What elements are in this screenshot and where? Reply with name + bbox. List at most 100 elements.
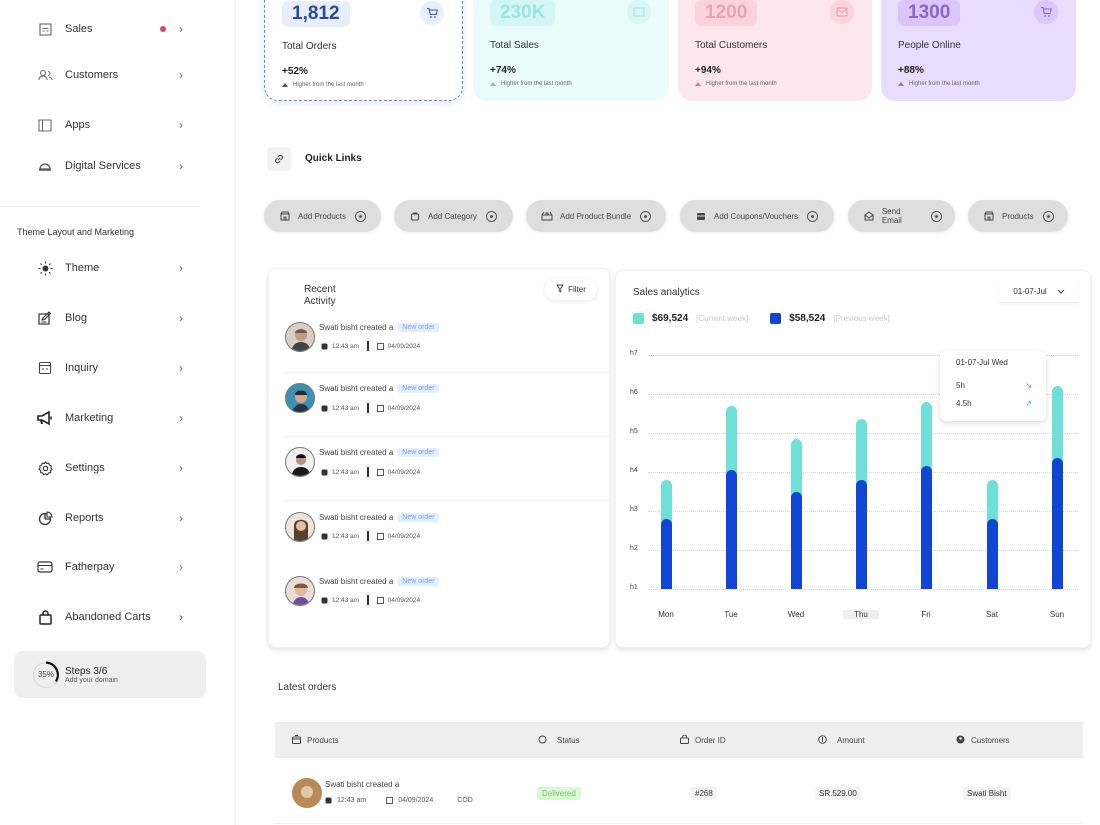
new-order-badge[interactable]: New order <box>398 448 439 457</box>
new-order-badge[interactable]: New order <box>398 323 439 332</box>
x-axis-label: Wed <box>787 610 805 619</box>
clock-icon <box>325 797 332 804</box>
latest-orders-title: Latest orders <box>278 682 337 693</box>
add-circle-icon <box>640 210 652 222</box>
order-id[interactable]: #268 <box>691 787 717 800</box>
sidebar-item-inquiry[interactable]: Inquiry › <box>36 356 186 380</box>
column-customers[interactable]: Customers <box>956 735 1010 746</box>
sidebar-item-reports[interactable]: Reports › <box>36 506 186 530</box>
sidebar-item-settings[interactable]: Settings › <box>36 456 186 480</box>
column-products[interactable]: Products <box>292 734 339 746</box>
sidebar-item-abandoned-carts[interactable]: Abandoned Carts › <box>36 605 186 629</box>
stat-change: +74% <box>490 65 516 76</box>
new-order-badge[interactable]: New order <box>398 384 439 393</box>
progress-ring: 35% <box>32 660 60 689</box>
send-email-button[interactable]: Send Email <box>848 200 955 232</box>
clock-icon <box>321 405 328 412</box>
avatar <box>285 447 315 477</box>
column-amount[interactable]: Amount <box>818 734 865 746</box>
activity-item[interactable]: Swati bisht created a New order 12:43 am 0… <box>269 565 611 629</box>
chevron-right-icon: › <box>179 68 183 82</box>
blog-edit-icon <box>36 309 54 327</box>
bar-chart: h1 h2 h3 h4 h5 h6 h7 Mon Tue Wed Thu Fri Sat Sun <box>616 271 1092 649</box>
avatar <box>292 778 322 808</box>
activity-item[interactable]: Swati bisht created a New order 12:43 am 0… <box>269 501 611 565</box>
calendar-icon <box>376 468 384 476</box>
activity-item[interactable]: Swati bisht created a New order 12:43 am 0… <box>269 437 611 501</box>
sidebar-item-customers[interactable]: Customers › <box>36 63 186 87</box>
chevron-right-icon: › <box>179 261 183 275</box>
bar-previous-week[interactable] <box>661 518 672 589</box>
chevron-right-icon: › <box>179 159 183 173</box>
chevron-right-icon: › <box>179 22 183 36</box>
stat-note: Higher from the last month <box>282 82 364 88</box>
order-product-text: Swati bisht created a <box>325 780 400 789</box>
bar-previous-week[interactable] <box>921 466 932 589</box>
chevron-down-icon <box>1057 287 1065 296</box>
bar-previous-week[interactable] <box>726 470 737 589</box>
bundle-icon <box>541 210 553 222</box>
setup-steps-card[interactable]: 35% Steps 3/6 Add your domain <box>14 651 206 698</box>
add-circle-icon <box>355 210 367 222</box>
store-icon <box>279 210 291 222</box>
chart-legend: $69,524 [Current week] $58,524 [Previous… <box>633 313 912 324</box>
calendar-icon <box>376 532 384 540</box>
card-icon <box>36 558 54 576</box>
stat-card-total-sales[interactable]: 230K Total Sales +74% Higher from the la… <box>473 0 669 101</box>
bar-previous-week[interactable] <box>987 518 998 589</box>
filter-icon <box>556 284 564 295</box>
add-products-button[interactable]: Add Products <box>264 200 381 232</box>
sidebar-item-sales[interactable]: Sales › <box>36 17 186 41</box>
bag-icon <box>680 734 689 746</box>
bar-previous-week[interactable] <box>856 479 867 589</box>
bar-previous-week[interactable] <box>791 491 802 589</box>
cart-icon <box>1034 0 1058 24</box>
stat-card-total-customers[interactable]: 1200 Total Customers +94% Higher from th… <box>678 0 872 101</box>
y-axis-label: h7 <box>630 350 638 357</box>
column-order-id[interactable]: Order ID <box>680 734 726 746</box>
stat-card-total-orders[interactable]: 1,812 Total Orders +52% Higher from the … <box>264 0 463 101</box>
date-range-select[interactable]: 01-07-Jul <box>999 281 1079 303</box>
sidebar-item-apps[interactable]: Apps › <box>36 113 186 137</box>
order-row[interactable]: Swati bisht created a 12:43 am 04/09/202… <box>275 762 1083 824</box>
column-status[interactable]: Status <box>538 735 580 746</box>
activity-item[interactable]: Swati bisht created a New order 12:43 am 0… <box>269 309 611 373</box>
chevron-right-icon: › <box>179 411 183 425</box>
activity-item[interactable]: Swati bisht created a New order 12:43 am 0… <box>269 373 611 437</box>
stat-value: 1200 <box>695 0 758 26</box>
sun-icon <box>36 259 54 277</box>
add-product-bundle-button[interactable]: Add Product Bundle <box>526 200 666 232</box>
filter-button[interactable]: Filter <box>545 279 597 300</box>
add-circle-icon <box>1042 210 1054 222</box>
steps-title: Steps 3/6 <box>65 665 108 677</box>
new-order-badge[interactable]: New order <box>398 577 439 586</box>
stat-value: 1,812 <box>282 1 350 27</box>
cart-icon <box>420 1 444 25</box>
add-coupons-vouchers-button[interactable]: Add Coupons/Vouchers <box>680 200 834 232</box>
recent-activity-panel: Recent Activity Filter Swati bisht creat… <box>268 268 611 648</box>
sidebar-item-theme[interactable]: Theme › <box>36 256 186 280</box>
calendar-icon <box>376 342 384 350</box>
stat-card-people-online[interactable]: 1300 People Online +88% Higher from the … <box>881 0 1076 101</box>
order-customer[interactable]: Swati Bisht <box>963 787 1011 800</box>
calendar-icon <box>386 797 394 804</box>
stat-note: Higher from the last month <box>490 81 572 87</box>
clock-icon <box>321 469 328 476</box>
sales-icon <box>36 20 54 38</box>
products-button[interactable]: Products <box>968 200 1068 232</box>
trend-up-icon <box>695 82 701 86</box>
new-order-badge[interactable]: New order <box>398 513 439 522</box>
sidebar-item-blog[interactable]: Blog › <box>36 306 186 330</box>
status-badge: Delivered <box>537 787 581 800</box>
bar-previous-week[interactable] <box>1052 458 1063 589</box>
sidebar-item-fatherpay[interactable]: Fatherpay › <box>36 555 186 579</box>
sidebar-item-digital-services[interactable]: Digital Services › <box>36 154 186 178</box>
gear-icon <box>36 459 54 477</box>
add-category-button[interactable]: Add Category <box>394 200 513 232</box>
trend-up-icon <box>282 83 288 87</box>
y-axis-label: h6 <box>630 389 638 396</box>
sales-analytics-title: Sales analytics <box>633 287 700 298</box>
box-icon <box>627 0 651 24</box>
digital-services-icon <box>36 157 54 175</box>
sidebar-item-marketing[interactable]: Marketing › <box>36 406 186 430</box>
